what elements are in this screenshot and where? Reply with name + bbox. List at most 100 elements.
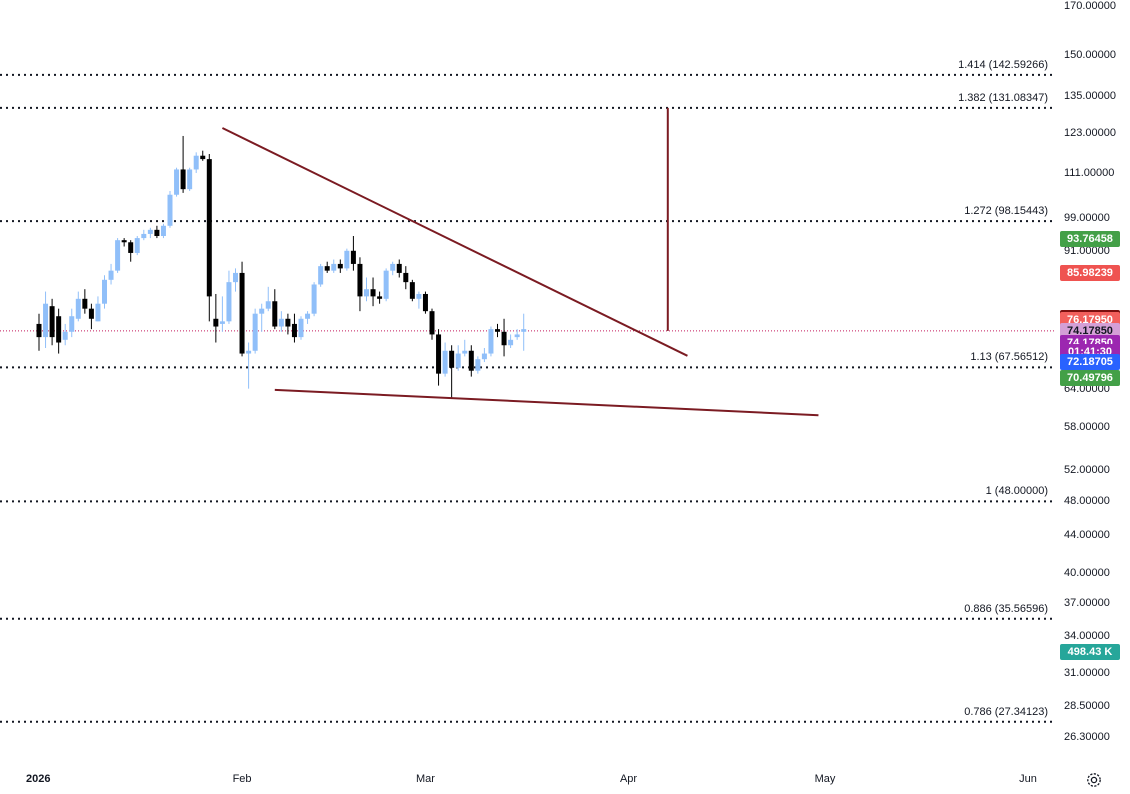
candle-body[interactable] xyxy=(285,318,291,327)
candle-body[interactable] xyxy=(370,289,376,297)
candle-body[interactable] xyxy=(121,240,127,243)
price-tick-label: 48.00000 xyxy=(1064,495,1110,508)
candle-body[interactable] xyxy=(180,169,186,190)
candle-body[interactable] xyxy=(508,339,514,346)
candle-body[interactable] xyxy=(481,353,487,360)
candle-body[interactable] xyxy=(36,323,42,338)
candle-body[interactable] xyxy=(115,240,121,271)
candle-body[interactable] xyxy=(239,272,245,354)
price-scale[interactable]: 170.00000 150.00000 135.00000 123.00000 111.… xyxy=(1056,0,1130,765)
candle-body[interactable] xyxy=(455,353,461,368)
candle-body[interactable] xyxy=(337,263,343,269)
candle-body[interactable] xyxy=(102,279,107,304)
time-tick-label: Apr xyxy=(619,773,638,785)
candle-body[interactable] xyxy=(350,250,356,264)
time-tick-label: Mar xyxy=(415,773,435,785)
candle-body[interactable] xyxy=(82,298,88,309)
fib-level-label: 0.786 (27.34123) xyxy=(964,705,1048,718)
candle-body[interactable] xyxy=(403,272,409,283)
fib-level-label: 0.886 (35.56596) xyxy=(964,602,1048,615)
candle-body[interactable] xyxy=(265,301,271,309)
candle-body[interactable] xyxy=(357,263,363,297)
candle-body[interactable] xyxy=(462,350,468,354)
candle-body[interactable] xyxy=(187,169,193,190)
candle-body[interactable] xyxy=(390,263,396,271)
candle-body[interactable] xyxy=(422,293,428,312)
price-tick-label: 150.00000 xyxy=(1064,49,1116,62)
candle-body[interactable] xyxy=(160,225,166,237)
candle-body[interactable] xyxy=(252,313,258,351)
candle-body[interactable] xyxy=(436,334,442,374)
candle-body[interactable] xyxy=(272,301,278,327)
price-tick-label: 26.30000 xyxy=(1064,731,1110,743)
price-badge: 93.76458 xyxy=(1060,231,1120,248)
settings-gear-icon[interactable] xyxy=(1086,772,1102,788)
fib-level-label: 1.13 (67.56512) xyxy=(970,351,1048,364)
candle-body[interactable] xyxy=(409,282,415,299)
price-tick-label: 91.00000 xyxy=(1064,244,1110,257)
candle-body[interactable] xyxy=(521,329,527,332)
candle-body[interactable] xyxy=(377,296,383,299)
candle-body[interactable] xyxy=(200,155,206,160)
candle-body[interactable] xyxy=(514,334,520,338)
candle-body[interactable] xyxy=(233,272,238,283)
candle-body[interactable] xyxy=(206,159,212,297)
candle-body[interactable] xyxy=(495,329,500,332)
time-tick-label: Feb xyxy=(232,773,252,785)
candle-body[interactable] xyxy=(95,303,101,322)
candle-body[interactable] xyxy=(298,318,304,338)
candle-body[interactable] xyxy=(442,350,448,374)
time-scale[interactable]: 2026 Feb Mar Apr May Jun xyxy=(0,765,1056,794)
fib-level-label: 1.272 (98.15443) xyxy=(964,205,1048,218)
candle-body[interactable] xyxy=(141,233,147,239)
candle-body[interactable] xyxy=(305,313,311,319)
candle-body[interactable] xyxy=(56,316,62,343)
candle-body[interactable] xyxy=(501,331,507,346)
trendline-upper[interactable] xyxy=(221,127,688,357)
candle-body[interactable] xyxy=(219,321,225,324)
candle-body[interactable] xyxy=(475,359,481,371)
price-tick-label: 44.00000 xyxy=(1064,529,1110,542)
candle-body[interactable] xyxy=(488,329,494,354)
candle-body[interactable] xyxy=(291,323,297,338)
candle-body[interactable] xyxy=(331,263,337,271)
candle-body[interactable] xyxy=(396,263,402,273)
candle-body[interactable] xyxy=(213,318,219,327)
candle-body[interactable] xyxy=(174,169,180,195)
candle-body[interactable] xyxy=(429,311,435,335)
candle-body[interactable] xyxy=(324,266,330,271)
candle-body[interactable] xyxy=(108,270,114,280)
price-tick-label: 99.00000 xyxy=(1064,211,1110,224)
candle-body[interactable] xyxy=(344,250,350,269)
price-badge: 498.43 K xyxy=(1060,643,1120,660)
candle-body[interactable] xyxy=(43,303,49,338)
candle-body[interactable] xyxy=(278,318,284,327)
candle-body[interactable] xyxy=(154,229,160,237)
candle-body[interactable] xyxy=(246,350,252,354)
candle-body[interactable] xyxy=(88,308,94,319)
candle-body[interactable] xyxy=(147,229,153,234)
price-tick-label: 170.00000 xyxy=(1064,0,1116,12)
candle-body[interactable] xyxy=(416,293,422,299)
candle-body[interactable] xyxy=(259,308,265,314)
candle-body[interactable] xyxy=(193,155,199,170)
candle-body[interactable] xyxy=(468,350,474,371)
candle-body[interactable] xyxy=(49,306,55,338)
candle-body[interactable] xyxy=(449,350,455,368)
candle-body[interactable] xyxy=(128,242,134,253)
candle-body[interactable] xyxy=(318,266,324,285)
candle-body[interactable] xyxy=(75,298,81,319)
candle-body[interactable] xyxy=(226,282,232,322)
candle-body[interactable] xyxy=(383,270,389,299)
candle-body[interactable] xyxy=(134,238,140,253)
candle-body[interactable] xyxy=(364,289,369,297)
candle-body[interactable] xyxy=(167,194,173,226)
price-tick-label: 123.00000 xyxy=(1064,126,1116,139)
candle-body[interactable] xyxy=(62,331,68,340)
price-tick-label: 135.00000 xyxy=(1064,90,1116,103)
candle-body[interactable] xyxy=(311,284,317,314)
trendline-lower[interactable] xyxy=(274,388,819,417)
candle-body[interactable] xyxy=(69,316,75,332)
fib-level-label: 1.382 (131.08347) xyxy=(958,91,1048,104)
chart-plot-area[interactable] xyxy=(0,0,1056,765)
